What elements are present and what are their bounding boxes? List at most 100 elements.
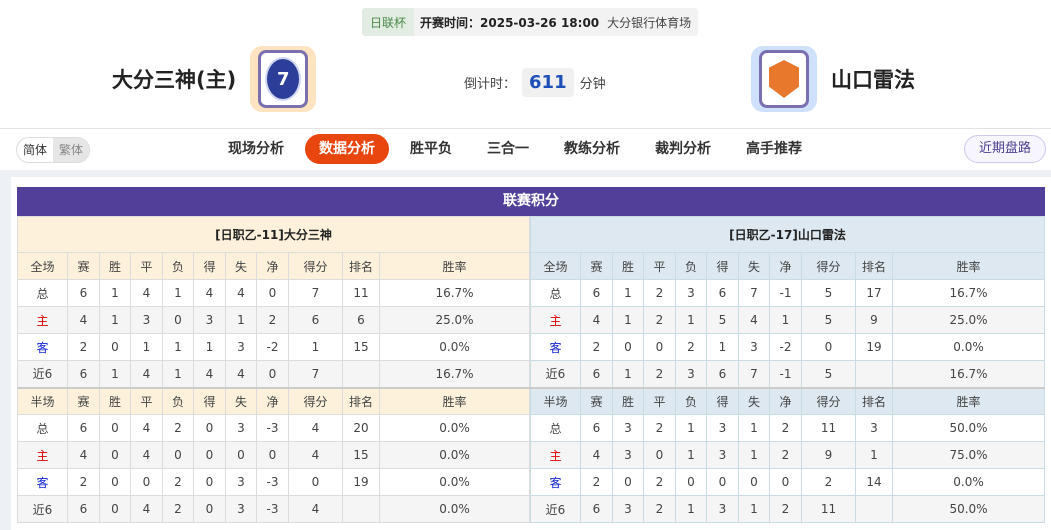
venue: 大分银行体育场 <box>607 15 692 30</box>
table-cell: 1 <box>612 360 644 388</box>
section-title: 联赛积分 <box>17 187 1045 216</box>
table-cell: 6 <box>706 360 739 388</box>
column-header: 失 <box>225 386 257 415</box>
column-header: 赛 <box>580 252 613 280</box>
tab-5[interactable]: 裁判分析 <box>655 141 711 157</box>
table-cell: 0.0% <box>892 468 1045 496</box>
column-header: 净 <box>769 252 802 280</box>
table-cell: 11 <box>342 279 380 307</box>
countdown-label: 倒计时： <box>464 77 517 92</box>
table-row: 主 4 3 0 1 3 1 2 9 1 75.0% <box>530 441 1045 469</box>
table-cell: 0 <box>256 441 289 469</box>
column-header: 得 <box>193 386 226 415</box>
table-cell: 0 <box>256 279 289 307</box>
table-cell: -1 <box>769 360 802 388</box>
column-header: 得 <box>706 252 739 280</box>
table-cell: 0 <box>801 333 856 361</box>
column-header: 平 <box>643 386 676 415</box>
section-label: 半场 <box>17 386 68 415</box>
column-header: 赛 <box>67 386 100 415</box>
row-label: 总 <box>530 414 581 442</box>
table-cell: 1 <box>675 414 707 442</box>
language-toggle: 简体 繁体 <box>16 137 91 163</box>
tab-2[interactable]: 胜平负 <box>410 141 452 157</box>
table-cell: 0 <box>643 333 676 361</box>
column-header: 赛 <box>67 252 100 280</box>
table-cell: 1 <box>130 333 163 361</box>
home-team-logo[interactable]: 7 <box>250 46 317 112</box>
table-cell <box>855 495 893 523</box>
table-cell: 1 <box>612 279 644 307</box>
table-cell: 0 <box>130 468 163 496</box>
table-cell <box>342 495 380 523</box>
table-cell: -3 <box>256 414 289 442</box>
table-cell: 6 <box>580 279 613 307</box>
table-cell: 2 <box>643 495 676 523</box>
home-team-name[interactable]: 大分三神(主) <box>112 68 237 92</box>
table-cell: 14 <box>855 468 893 496</box>
table-cell: 0 <box>738 468 770 496</box>
table-cell: 3 <box>225 414 257 442</box>
table-cell: 2 <box>67 333 100 361</box>
table-row: 主 4 1 2 1 5 4 1 5 9 25.0% <box>530 306 1045 334</box>
table-cell: 4 <box>225 360 257 388</box>
table-cell: 25.0% <box>892 306 1045 334</box>
row-label: 总 <box>530 279 581 307</box>
table-cell: 1 <box>99 306 131 334</box>
table-cell: 11 <box>801 414 856 442</box>
table-cell: 1 <box>99 279 131 307</box>
column-header: 平 <box>130 252 163 280</box>
table-cell: 1 <box>193 333 226 361</box>
table-cell: 7 <box>738 279 770 307</box>
table-cell: 0 <box>162 441 194 469</box>
away-team-logo[interactable] <box>751 46 817 112</box>
row-label: 主 <box>530 306 581 334</box>
match-info: 日联杯 开赛时间：2025-03-26 18:00 大分银行体育场 <box>362 8 698 36</box>
column-header: 负 <box>162 252 194 280</box>
table-cell: 2 <box>675 333 707 361</box>
column-header: 净 <box>256 252 289 280</box>
lang-simplified[interactable]: 简体 <box>23 143 48 157</box>
row-label: 客 <box>17 333 68 361</box>
column-header: 得 <box>193 252 226 280</box>
table-cell: 2 <box>769 495 802 523</box>
full-header-row: 全场赛胜平负得失净得分 排名 胜率 <box>530 252 1045 280</box>
tab-4[interactable]: 教练分析 <box>564 141 620 157</box>
column-header: 平 <box>130 386 163 415</box>
table-cell: 0 <box>675 468 707 496</box>
row-label: 客 <box>530 333 581 361</box>
tab-6[interactable]: 高手推荐 <box>746 141 802 157</box>
table-cell: 0.0% <box>379 414 530 442</box>
cup-badge[interactable]: 日联杯 <box>362 8 415 36</box>
recent-odds-button[interactable]: 近期盘路 <box>964 135 1046 163</box>
row-label: 总 <box>17 279 68 307</box>
table-cell: 19 <box>342 468 380 496</box>
tabs: 现场分析 数据分析 胜平负 三合一 教练分析 裁判分析 高手推荐 <box>214 134 823 164</box>
table-cell: 3 <box>706 495 739 523</box>
section-label: 全场 <box>530 252 581 280</box>
table-cell: 2 <box>643 414 676 442</box>
table-cell: 1 <box>855 441 893 469</box>
tab-0[interactable]: 现场分析 <box>228 141 284 157</box>
table-cell: 4 <box>193 279 226 307</box>
lang-traditional[interactable]: 繁体 <box>53 138 90 162</box>
table-cell: 2 <box>643 279 676 307</box>
column-header: 排名 <box>342 386 380 415</box>
table-cell: 1 <box>675 306 707 334</box>
row-label: 近6 <box>530 495 581 523</box>
column-header: 失 <box>738 252 770 280</box>
table-cell: 0 <box>162 306 194 334</box>
tab-1[interactable]: 数据分析 <box>305 134 389 164</box>
table-cell: 2 <box>162 468 194 496</box>
table-cell: 0 <box>612 333 644 361</box>
away-team-name[interactable]: 山口雷法 <box>831 68 915 92</box>
table-cell: 2 <box>769 441 802 469</box>
row-label: 主 <box>530 441 581 469</box>
column-header: 得 <box>706 386 739 415</box>
table-cell: 5 <box>801 306 856 334</box>
table-cell: 15 <box>342 333 380 361</box>
table-cell: 0.0% <box>379 333 530 361</box>
table-cell: 1 <box>162 279 194 307</box>
tab-3[interactable]: 三合一 <box>487 141 529 157</box>
table-cell: 6 <box>706 279 739 307</box>
